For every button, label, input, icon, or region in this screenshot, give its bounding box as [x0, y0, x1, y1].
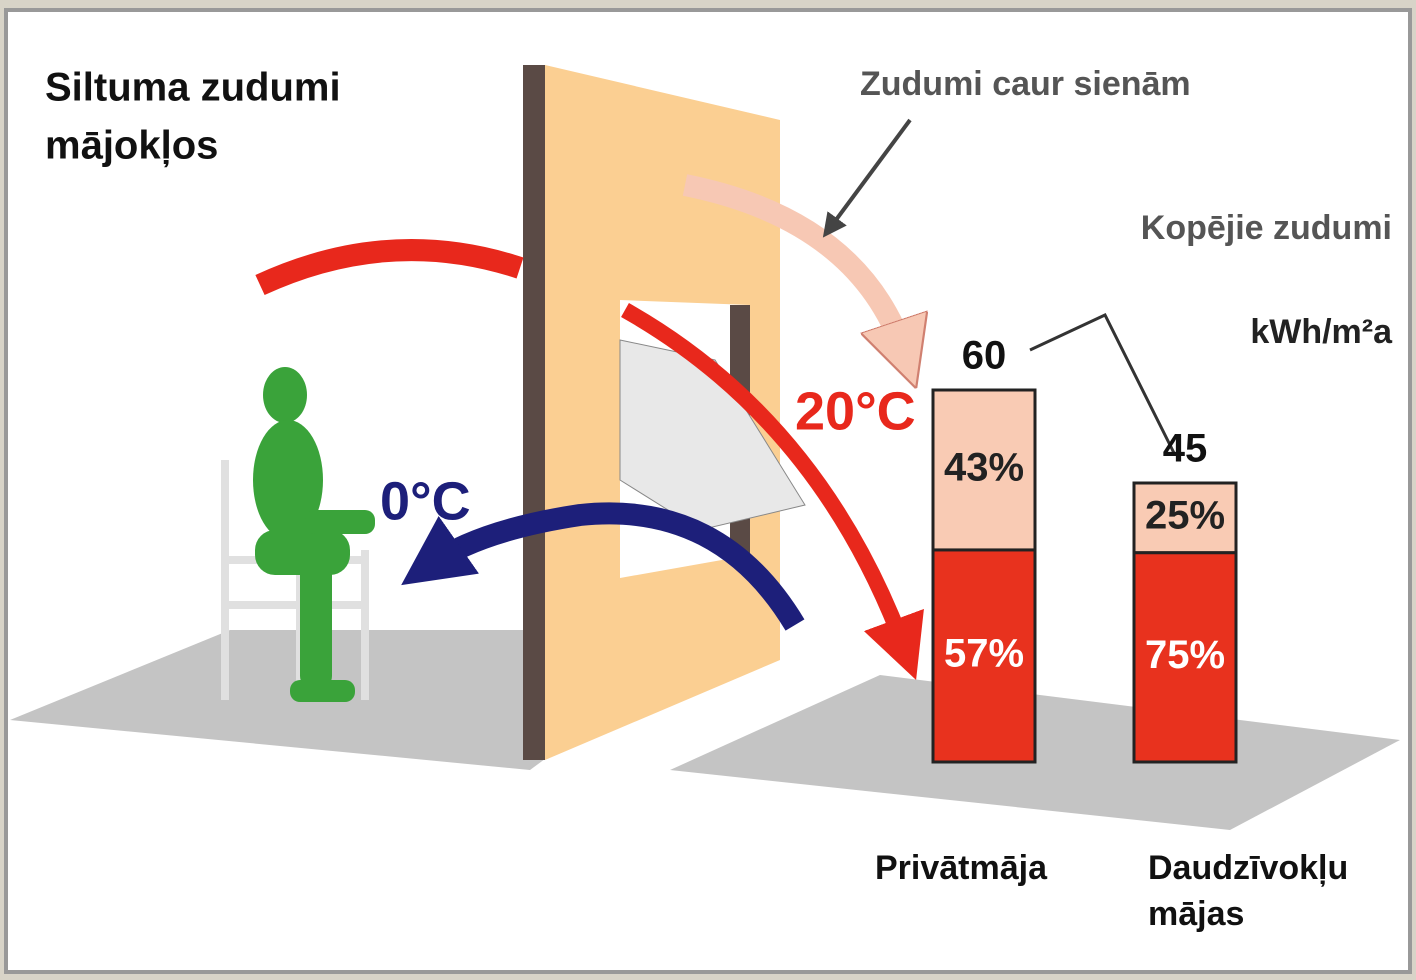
connector [1029, 313, 1177, 456]
total-label: 45 [1163, 427, 1208, 471]
person [253, 367, 375, 702]
inside-temp: 20°C [795, 381, 916, 441]
bar-outline [931, 388, 1037, 764]
annotation: Kopējie zudumi [1141, 209, 1392, 247]
bar-segment [931, 548, 1037, 764]
unit: kWh/m²a [1250, 313, 1393, 351]
outside-temp: 0°C [380, 471, 471, 531]
category-label: Privātmāja [875, 849, 1048, 887]
wall-edge [523, 65, 545, 760]
wall-loss-arrow [682, 174, 905, 355]
title: Siltuma zudumi [45, 66, 341, 110]
bar-segment [1132, 551, 1238, 764]
segment-label: 25% [1145, 493, 1225, 537]
category-label: Daudzīvokļu [1148, 849, 1348, 887]
title: mājokļos [45, 124, 218, 168]
bar-segment [1132, 481, 1238, 555]
heat-arrow [621, 303, 924, 681]
segment-label: 43% [944, 446, 1024, 490]
segment-label: 57% [944, 632, 1024, 676]
annotation: Zudumi caur sienām [860, 65, 1191, 103]
pointer [822, 118, 912, 238]
segment-label: 75% [1145, 633, 1225, 677]
cold-arrow [401, 502, 805, 631]
heat-arrow [255, 239, 524, 295]
category-label: mājas [1148, 895, 1244, 933]
bar-outline [1132, 481, 1238, 764]
total-label: 60 [962, 334, 1007, 378]
